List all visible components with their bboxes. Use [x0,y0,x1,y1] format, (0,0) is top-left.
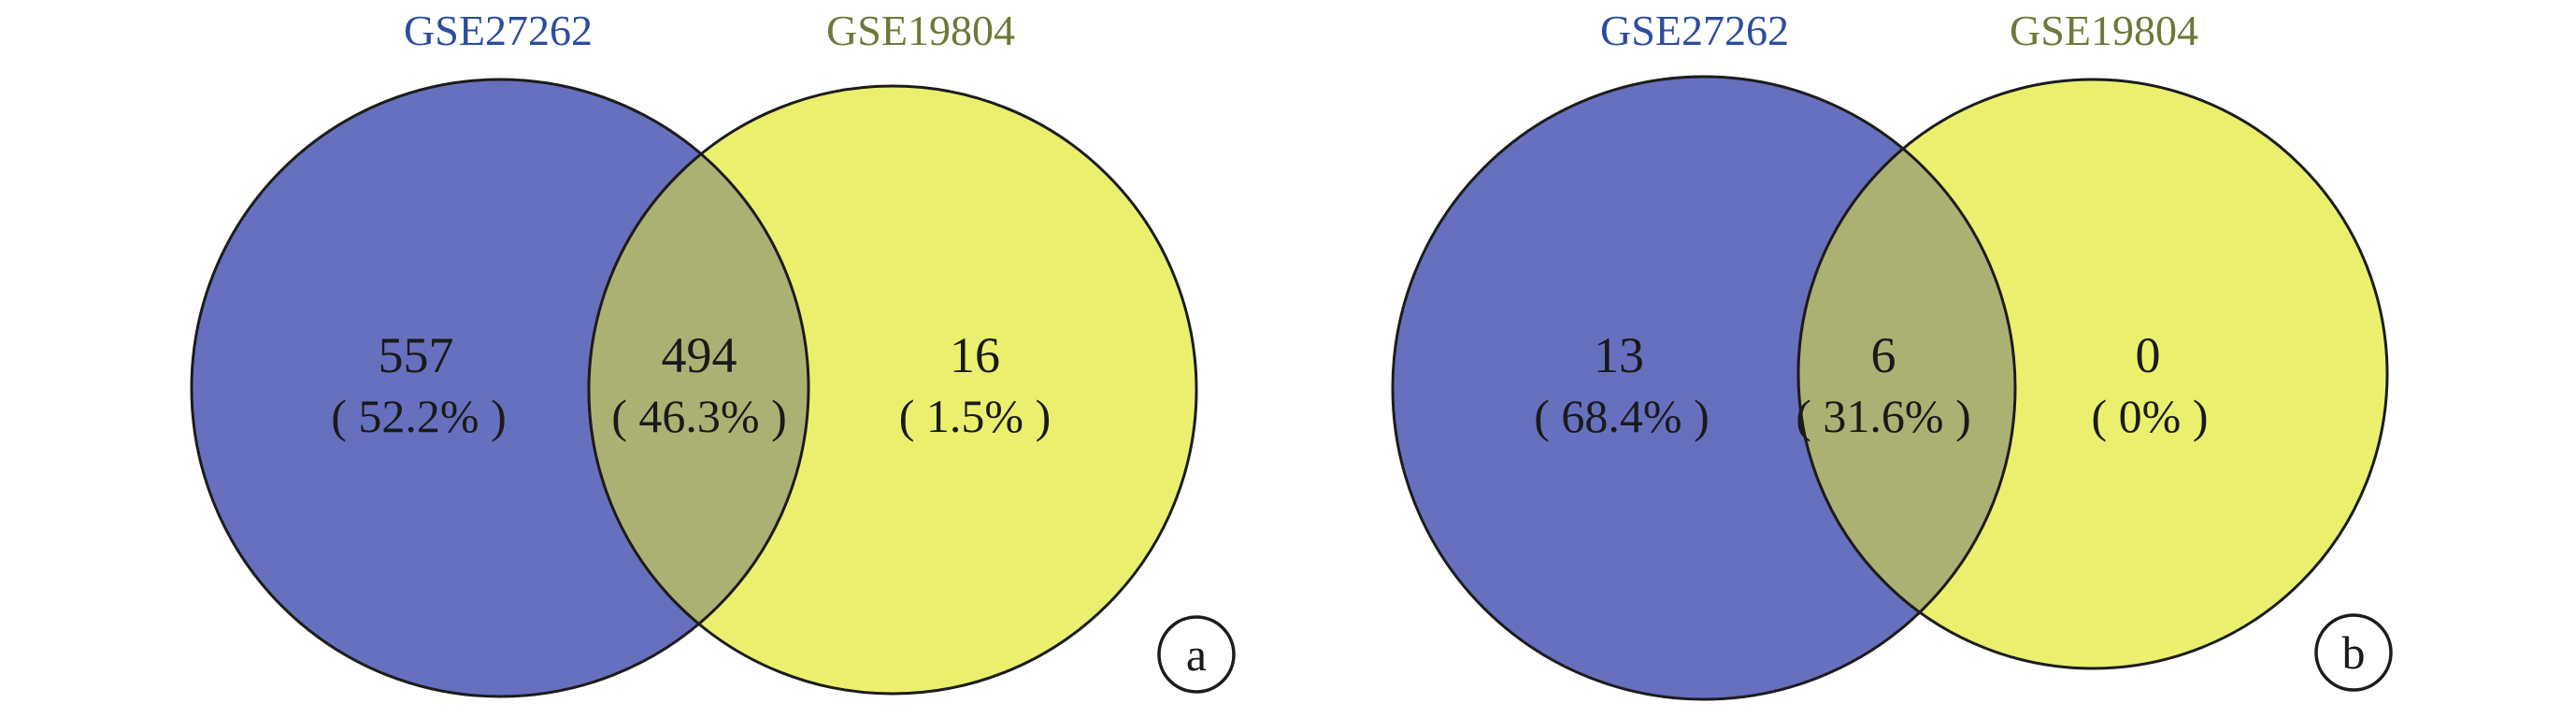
left-only-percent: ( 68.4% ) [1534,390,1709,442]
left-only-count: 13 [1594,327,1644,383]
overlap-percent: ( 46.3% ) [611,390,786,442]
set-title-gse19804: GSE19804 [826,7,1015,54]
right-only-count: 0 [2136,327,2161,383]
right-only-percent: ( 0% ) [2092,390,2209,442]
panel-b-badge-letter: b [2342,626,2366,679]
venn-panel-a: GSE27262 GSE19804 557 ( 52.2% ) 494 ( 46… [190,7,1236,698]
overlap-count: 494 [662,327,737,383]
panel-b-badge-circle [2314,613,2393,692]
panel-a-badge-letter: a [1186,628,1207,681]
left-only-percent: ( 52.2% ) [331,390,506,442]
right-only-count: 16 [950,327,1000,383]
set-title-gse27262: GSE27262 [404,7,593,54]
intersection-left-arc [1798,79,2017,668]
panel-a-badge-circle [1157,615,1236,694]
venn-panel-b: GSE27262 GSE19804 13 ( 68.4% ) 6 ( 31.6%… [1391,7,2393,701]
set-title-gse27262: GSE27262 [1600,7,1789,54]
venn-intersection [1796,78,2015,670]
venn-intersection [587,84,809,696]
set-title-gse19804: GSE19804 [2010,7,2198,54]
overlap-percent: ( 31.6% ) [1796,390,1970,442]
overlap-count: 6 [1871,327,1896,383]
left-only-count: 557 [379,327,454,383]
intersection-left-arc [589,86,810,694]
right-only-percent: ( 1.5% ) [899,390,1051,442]
